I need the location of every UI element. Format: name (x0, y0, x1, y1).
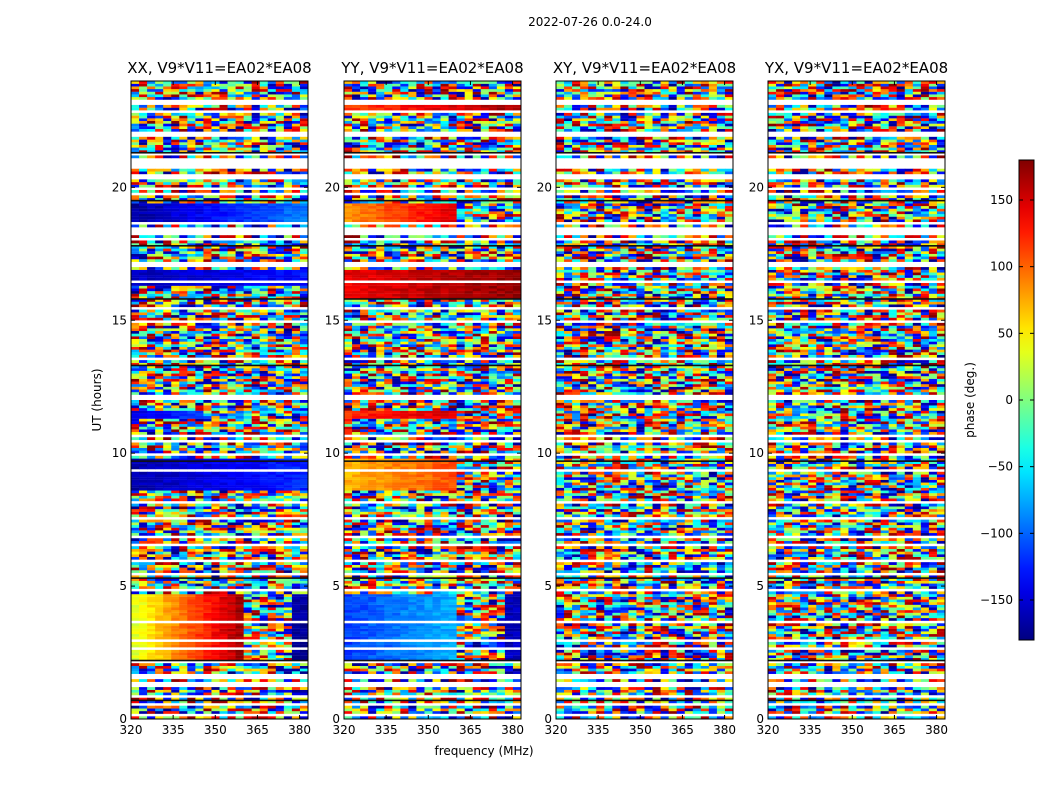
y-tick-label: 0 (544, 712, 552, 726)
y-tick-label: 0 (332, 712, 340, 726)
x-tick-label: 380 (288, 723, 311, 737)
panel-title: XX, V9*V11=EA02*EA08 (127, 59, 311, 77)
y-tick-label: 20 (537, 180, 552, 194)
y-axis-label: UT (hours) (90, 368, 104, 431)
x-tick-label: 320 (545, 723, 568, 737)
phase-cells (768, 81, 945, 719)
x-tick-label: 350 (204, 723, 227, 737)
y-tick-label: 5 (544, 579, 552, 593)
y-tick-label: 15 (325, 313, 340, 327)
x-tick-label: 380 (501, 723, 524, 737)
y-tick-label: 5 (332, 579, 340, 593)
figure-title: 2022-07-26 0.0-24.0 (528, 15, 652, 29)
y-tick-label: 20 (112, 180, 127, 194)
x-tick-label: 335 (799, 723, 822, 737)
x-tick-label: 350 (629, 723, 652, 737)
y-tick-label: 10 (325, 446, 340, 460)
panels: XX, V9*V11=EA02*EA08 320 335 350 365 380 0 5 10 1… (112, 59, 948, 737)
x-tick-label: 335 (587, 723, 610, 737)
colorbar: 150 100 50 0 −50 −100 −150 (980, 159, 1035, 641)
panel-frame (555, 80, 734, 720)
x-tick-label: 320 (757, 723, 780, 737)
x-axis-label: frequency (MHz) (434, 744, 533, 758)
y-tick-label: 0 (119, 712, 127, 726)
colorbar-tick-label: 150 (990, 193, 1013, 207)
phase-cells (344, 81, 521, 719)
phase-cells (556, 81, 733, 719)
panel-3: XY, V9*V11=EA02*EA08 320 335 350 365 380 0 5 10 1… (537, 59, 736, 737)
y-tick-label: 10 (112, 446, 127, 460)
panel-frame (767, 80, 946, 720)
panel-4: YX, V9*V11=EA02*EA08 320 335 350 365 380 0 5 10 1… (749, 59, 948, 737)
y-tick-label: 0 (756, 712, 764, 726)
y-tick-label: 20 (325, 180, 340, 194)
panel-1: XX, V9*V11=EA02*EA08 320 335 350 365 380 0 5 10 1… (112, 59, 312, 737)
x-tick-label: 365 (246, 723, 269, 737)
x-tick-label: 380 (713, 723, 736, 737)
x-tick-label: 320 (120, 723, 143, 737)
colorbar-tick-label: −100 (980, 526, 1013, 540)
colorbar-tick-label: 100 (990, 260, 1013, 274)
x-tick-label: 365 (883, 723, 906, 737)
colorbar-tick-label: 50 (998, 326, 1013, 340)
x-tick-label: 365 (671, 723, 694, 737)
x-tick-label: 335 (375, 723, 398, 737)
colorbar-tick-label: 0 (1005, 393, 1013, 407)
y-tick-label: 20 (749, 180, 764, 194)
panel-title: YX, V9*V11=EA02*EA08 (764, 59, 948, 77)
y-tick-label: 10 (749, 446, 764, 460)
panel-title: XY, V9*V11=EA02*EA08 (553, 59, 736, 77)
y-tick-label: 15 (112, 313, 127, 327)
panel-2: YY, V9*V11=EA02*EA08 320 335 350 365 380 0 5 10 1… (325, 59, 524, 737)
panel-frame (130, 80, 309, 720)
y-tick-label: 15 (749, 313, 764, 327)
phase-cells (131, 81, 308, 719)
x-tick-label: 350 (417, 723, 440, 737)
colorbar-tick-label: −150 (980, 593, 1013, 607)
x-tick-label: 335 (162, 723, 185, 737)
colorbar-label: phase (deg.) (963, 362, 977, 438)
y-tick-label: 10 (537, 446, 552, 460)
panel-frame (343, 80, 522, 720)
y-tick-label: 15 (537, 313, 552, 327)
y-tick-label: 5 (119, 579, 127, 593)
x-tick-label: 320 (333, 723, 356, 737)
panel-title: YY, V9*V11=EA02*EA08 (340, 59, 523, 77)
x-tick-label: 350 (841, 723, 864, 737)
x-tick-label: 365 (459, 723, 482, 737)
colorbar-tick-label: −50 (988, 460, 1013, 474)
x-tick-label: 380 (925, 723, 948, 737)
y-tick-label: 5 (756, 579, 764, 593)
